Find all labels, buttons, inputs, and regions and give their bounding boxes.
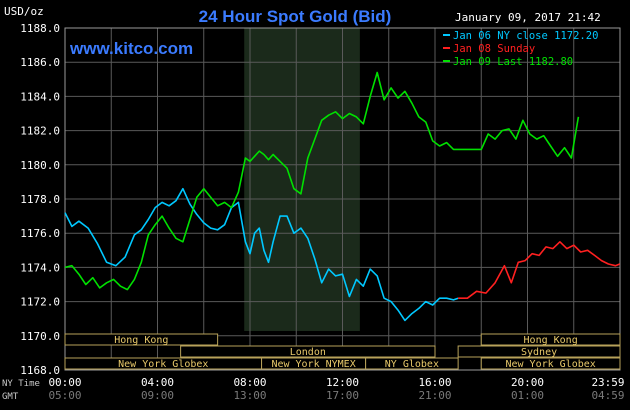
session-label: New York NYMEX [271, 359, 355, 370]
series-lines [64, 71, 621, 322]
session-label: New York Globex [505, 359, 595, 370]
x-tick-label: 23:59 [591, 376, 624, 389]
x-tick-label: 04:59 [591, 389, 624, 402]
series-line [458, 241, 621, 300]
session-label: NY Globex [385, 359, 439, 370]
plot-area-border [64, 27, 621, 371]
session-bar [365, 357, 459, 370]
x-tick-label: 00:00 [48, 376, 81, 389]
x-tick-label: 17:00 [326, 389, 359, 402]
session-bar [480, 357, 621, 370]
y-tick-label: 1174.0 [20, 261, 60, 274]
datetime-label: January 09, 2017 21:42 [455, 11, 601, 24]
x-axis-row-label: NY Time [2, 379, 40, 389]
y-tick-label: 1186.0 [20, 56, 60, 69]
x-axis: NY Time 00:00 04:00 08:00 12:00 16:00 20:00 23:… [2, 376, 625, 402]
chart-title: 24 Hour Spot Gold (Bid) [199, 7, 392, 26]
series-line [64, 71, 580, 291]
x-axis-row-label: GMT [2, 392, 19, 402]
y-axis-ticks: 1168.0 1170.0 1172.0 1174.0 1176.0 1178.0 1180… [20, 22, 60, 377]
x-tick-label: 16:00 [418, 376, 451, 389]
x-tick-label: 13:00 [233, 389, 266, 402]
legend-entry: Jan 06 NY close 1172.20 [453, 30, 598, 42]
y-tick-label: 1170.0 [20, 330, 60, 343]
session-bar [480, 333, 621, 346]
x-tick-label: 05:00 [48, 389, 81, 402]
legend-entry: Jan 08 Sunday [453, 43, 535, 55]
x-tick-label: 20:00 [511, 376, 544, 389]
grid [65, 28, 620, 370]
y-tick-label: 1182.0 [20, 125, 60, 138]
series-line [64, 187, 459, 322]
session-label: New York Globex [118, 359, 208, 370]
x-tick-label: 04:00 [141, 376, 174, 389]
session-bars: Hong Kong London New York Globex New York N… [64, 333, 621, 370]
y-tick-label: 1172.0 [20, 296, 60, 309]
x-tick-label: 12:00 [326, 376, 359, 389]
session-bar [64, 333, 219, 346]
session-label: Hong Kong [114, 335, 168, 346]
x-tick-label: 08:00 [233, 376, 266, 389]
session-label: London [290, 347, 326, 358]
units-label: USD/oz [4, 5, 44, 18]
x-tick-label: 01:00 [511, 389, 544, 402]
y-tick-label: 1176.0 [20, 227, 60, 240]
session-label: Sydney [521, 347, 557, 358]
session-bar [180, 345, 436, 358]
x-tick-label: 09:00 [141, 389, 174, 402]
x-tick-label: 21:00 [418, 389, 451, 402]
y-tick-label: 1180.0 [20, 159, 60, 172]
legend-entry: Jan 09 Last 1182.80 [453, 56, 573, 68]
y-tick-label: 1168.0 [20, 364, 60, 377]
highlight-band [244, 28, 360, 331]
y-tick-label: 1178.0 [20, 193, 60, 206]
y-tick-label: 1184.0 [20, 90, 60, 103]
site-watermark: www.kitco.com [69, 39, 193, 58]
y-tick-label: 1188.0 [20, 22, 60, 35]
session-bar [457, 345, 621, 358]
session-label: Hong Kong [524, 335, 578, 346]
